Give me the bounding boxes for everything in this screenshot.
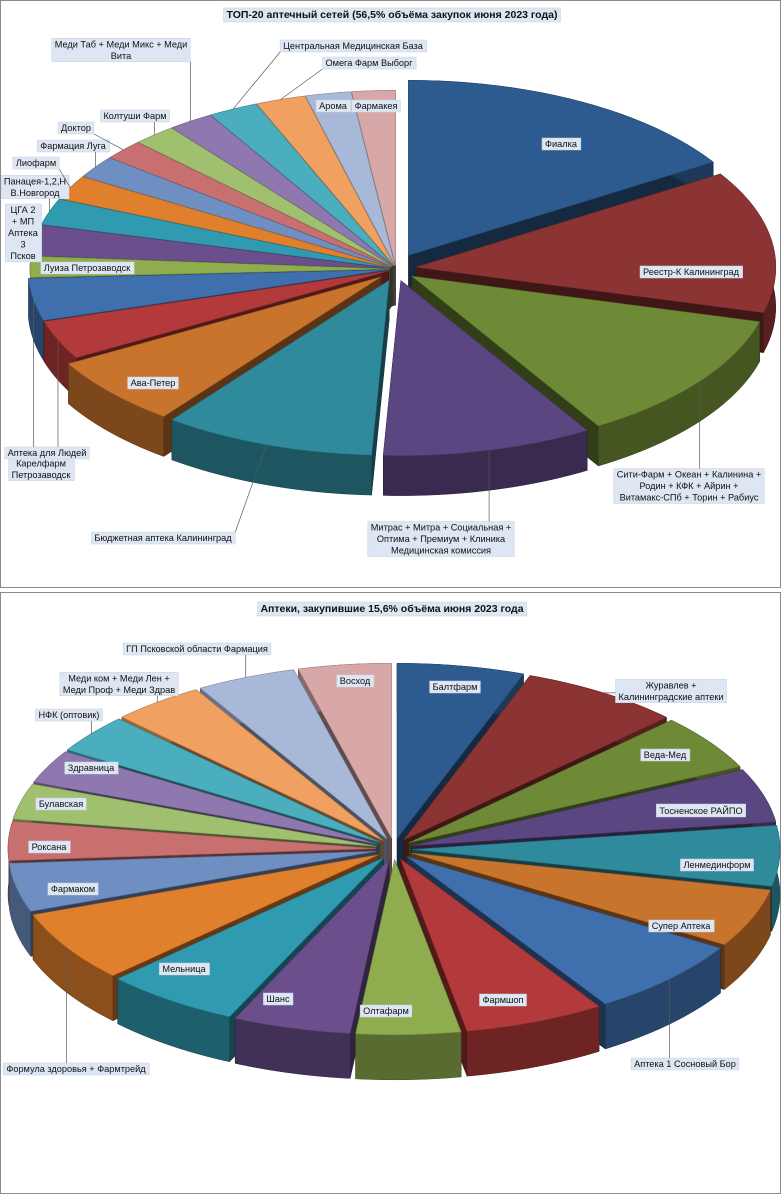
svg-text:Мельница: Мельница <box>162 964 206 974</box>
slice-label-10: ЦГА 2 + МП Аптека 3 Псков <box>4 203 42 263</box>
svg-text:Фиалка: Фиалка <box>545 139 578 149</box>
chart-title-box <box>223 7 561 23</box>
slice-label-14: Роксана <box>28 840 71 854</box>
slice-label-6: Ава-Петер <box>127 376 179 390</box>
slice-label-20: Фармакея <box>351 99 401 113</box>
svg-text:Фармация Луга: Фармация Луга <box>40 141 106 151</box>
svg-text:ГП Псковской области Фармация: ГП Псковской области Фармация <box>126 644 268 654</box>
svg-text:Здравница: Здравница <box>68 763 115 773</box>
pie-chart-top20: ТОП-20 аптечный сетей (56,5% объёма заку… <box>1 7 777 557</box>
slice-label-4: Тосненское РАЙПО <box>656 803 746 818</box>
slice-label-9: Луиза Петрозаводск <box>40 261 135 275</box>
slice-label-4: Митрас + Митра + Социальная + Оптима + Пр… <box>367 450 515 557</box>
svg-text:Меди ком + Меди Лен +Меди Проф: Меди ком + Меди Лен + Меди Проф + Меди Зд… <box>63 673 175 695</box>
slice-label-8: Фармшоп <box>479 993 527 1007</box>
slice-label-11: Мельница <box>159 962 210 976</box>
svg-text:Олтафарм: Олтафарм <box>363 1006 409 1016</box>
svg-text:Восход: Восход <box>340 676 371 686</box>
chart-title: ТОП-20 аптечный сетей (56,5% объёма заку… <box>227 9 558 21</box>
svg-text:Панацея-1,2,НВ.Новгород: Панацея-1,2,Н В.Новгород <box>4 176 66 198</box>
slice-label-12: Лиофарм <box>12 156 71 188</box>
svg-text:Луиза Петрозаводск: Луиза Петрозаводск <box>44 263 131 273</box>
slice-label-16: Здравница <box>64 761 119 775</box>
svg-text:Арома: Арома <box>319 101 348 111</box>
svg-text:Формула здоровья + Фармтрейд: Формула здоровья + Фармтрейд <box>6 1064 146 1074</box>
slice-label-14: Доктор <box>57 121 124 151</box>
svg-text:Тосненское РАЙПО: Тосненское РАЙПО <box>659 805 742 816</box>
svg-text:Фармакея: Фармакея <box>355 101 398 111</box>
chart-title: Аптеки, закупившие 15,6% объёма июня 202… <box>260 603 523 615</box>
slice-label-19: ГП Псковской области Фармация <box>122 642 272 678</box>
svg-text:Супер Аптека: Супер Аптека <box>652 921 712 931</box>
slice-label-9: Олтафарм <box>359 1004 413 1018</box>
slice-label-18: Омега Фарм Выборг <box>280 56 417 100</box>
svg-text:Лиофарм: Лиофарм <box>16 158 56 168</box>
slice-label-12: Формула здоровья + Фармтрейд <box>3 947 150 1076</box>
svg-text:Колтуши Фарм: Колтуши Фарм <box>103 111 166 121</box>
slice-label-2: Реестр-К Калининград <box>639 265 743 279</box>
svg-text:Ава-Петер: Ава-Петер <box>131 378 176 388</box>
slice-label-13: Фармация Луга <box>36 139 110 167</box>
svg-text:Омега Фарм Выборг: Омега Фарм Выборг <box>325 58 413 68</box>
slice-label-16: Меди Таб + Меди Микс + Меди Вита <box>51 38 191 122</box>
slice-label-1: Балтфарм <box>429 680 481 694</box>
chart-title-box <box>257 601 527 617</box>
slice-label-3: Сити-Фарм + Океан + Калинина + Родин + КФ… <box>613 381 765 504</box>
slice-9 <box>355 858 462 1081</box>
svg-text:Журавлев +Калининградские апте: Журавлев + Калининградские аптеки <box>618 680 723 702</box>
slice-label-15: Булавская <box>35 797 87 811</box>
svg-text:Аптека для Людей: Аптека для Людей <box>8 448 87 458</box>
slice-label-15: Колтуши Фарм <box>100 109 170 135</box>
slice-label-3: Веда-Мед <box>640 748 691 762</box>
svg-text:Аптека 1 Сосновый Бор: Аптека 1 Сосновый Бор <box>634 1059 736 1069</box>
slice-5 <box>171 279 390 496</box>
slice-label-18: Меди ком + Меди Лен + Меди Проф + Меди Зд… <box>59 672 179 703</box>
slice-label-17: НФК (оптовик) <box>35 708 103 734</box>
svg-text:Булавская: Булавская <box>39 799 83 809</box>
svg-text:Бюджетная аптека Калининград: Бюджетная аптека Калининград <box>94 533 232 543</box>
slice-label-7: Аптека 1 Сосновый Бор <box>630 979 740 1071</box>
chart-panel-pharmacies: Аптеки, закупившие 15,6% объёма июня 202… <box>0 592 781 1194</box>
svg-text:Роксана: Роксана <box>32 842 68 852</box>
slice-4 <box>382 280 588 496</box>
slice-label-8: Аптека для Людей <box>4 299 90 460</box>
slice-label-17: Центральная Медицинская База <box>232 39 427 110</box>
svg-text:Центральная Медицинская База: Центральная Медицинская База <box>283 41 424 51</box>
slice-label-11: Панацея-1,2,Н В.Новгород <box>1 175 70 212</box>
svg-text:Ленмединформ: Ленмединформ <box>683 860 750 870</box>
chart-panel-top20: ТОП-20 аптечный сетей (56,5% объёма заку… <box>0 0 781 588</box>
slice-label-6: Супер Аптека <box>648 919 715 933</box>
pie-chart-pharmacies: Аптеки, закупившие 15,6% объёма июня 202… <box>3 601 781 1081</box>
svg-text:Веда-Мед: Веда-Мед <box>644 750 687 760</box>
svg-text:Доктор: Доктор <box>61 123 91 133</box>
slice-label-1: Фиалка <box>541 137 582 151</box>
slice-label-20: Восход <box>336 674 375 688</box>
svg-text:Реестр-К Калининград: Реестр-К Калининград <box>643 267 740 277</box>
svg-text:Фармшоп: Фармшоп <box>483 995 524 1005</box>
slice-label-5: Ленмединформ <box>680 858 754 872</box>
slice-label-10: Шанс <box>263 992 294 1006</box>
slice-label-19: Арома <box>315 99 352 113</box>
svg-text:Митрас + Митра + Социальная +О: Митрас + Митра + Социальная + Оптима + Пр… <box>371 523 511 556</box>
svg-text:Балтфарм: Балтфарм <box>433 682 478 692</box>
svg-text:Сити-Фарм + Океан + Калинина +: Сити-Фарм + Океан + Калинина + Родин + КФ… <box>617 470 761 503</box>
svg-text:Фармаком: Фармаком <box>51 884 95 894</box>
slice-label-13: Фармаком <box>47 882 99 896</box>
slice-label-5: Бюджетная аптека Калининград <box>91 444 267 545</box>
slice-label-2: Журавлев + Калининградские аптеки <box>603 679 727 703</box>
svg-text:Шанс: Шанс <box>266 994 290 1004</box>
slice-10 <box>234 858 390 1079</box>
svg-text:НФК (оптовик): НФК (оптовик) <box>39 710 100 720</box>
